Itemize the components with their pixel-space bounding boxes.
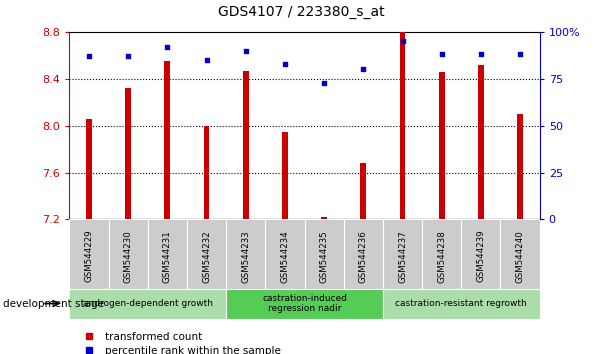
Text: GSM544236: GSM544236: [359, 230, 368, 282]
Point: [358, 67, 368, 72]
Bar: [305, 219, 344, 289]
Bar: [439, 72, 444, 219]
Bar: [69, 289, 226, 319]
Bar: [165, 61, 170, 219]
Text: GSM544238: GSM544238: [437, 230, 446, 282]
Bar: [478, 65, 484, 219]
Bar: [148, 219, 187, 289]
Text: GDS4107 / 223380_s_at: GDS4107 / 223380_s_at: [218, 5, 385, 19]
Bar: [226, 289, 383, 319]
Bar: [204, 126, 209, 219]
Bar: [344, 219, 383, 289]
Bar: [125, 88, 131, 219]
Point: [201, 57, 212, 63]
Bar: [383, 289, 540, 319]
Text: castration-resistant regrowth: castration-resistant regrowth: [396, 299, 527, 308]
Bar: [187, 219, 226, 289]
Bar: [226, 219, 265, 289]
Bar: [517, 114, 523, 219]
Point: [476, 52, 486, 57]
Point: [320, 80, 329, 85]
Point: [515, 52, 525, 57]
Bar: [500, 219, 540, 289]
Text: GSM544229: GSM544229: [84, 230, 93, 282]
Point: [398, 38, 408, 44]
Text: GSM544240: GSM544240: [516, 230, 525, 282]
Point: [123, 53, 133, 59]
Text: GSM544230: GSM544230: [124, 230, 133, 282]
Bar: [383, 219, 422, 289]
Legend: transformed count, percentile rank within the sample: transformed count, percentile rank withi…: [75, 327, 285, 354]
Bar: [86, 119, 92, 219]
Bar: [361, 163, 366, 219]
Bar: [461, 219, 500, 289]
Bar: [282, 132, 288, 219]
Text: GSM544239: GSM544239: [476, 230, 485, 282]
Text: androgen-dependent growth: androgen-dependent growth: [83, 299, 213, 308]
Text: development stage: development stage: [3, 298, 104, 309]
Bar: [109, 219, 148, 289]
Bar: [422, 219, 461, 289]
Bar: [69, 219, 109, 289]
Text: GSM544237: GSM544237: [398, 230, 407, 282]
Point: [280, 61, 290, 67]
Point: [84, 53, 94, 59]
Text: castration-induced
regression nadir: castration-induced regression nadir: [262, 294, 347, 313]
Point: [162, 44, 172, 50]
Bar: [400, 32, 405, 219]
Text: GSM544232: GSM544232: [202, 230, 211, 282]
Point: [437, 52, 446, 57]
Text: GSM544234: GSM544234: [280, 230, 289, 282]
Text: GSM544231: GSM544231: [163, 230, 172, 282]
Bar: [321, 217, 327, 219]
Text: GSM544233: GSM544233: [241, 230, 250, 282]
Bar: [243, 70, 248, 219]
Bar: [265, 219, 305, 289]
Text: GSM544235: GSM544235: [320, 230, 329, 282]
Point: [241, 48, 251, 53]
